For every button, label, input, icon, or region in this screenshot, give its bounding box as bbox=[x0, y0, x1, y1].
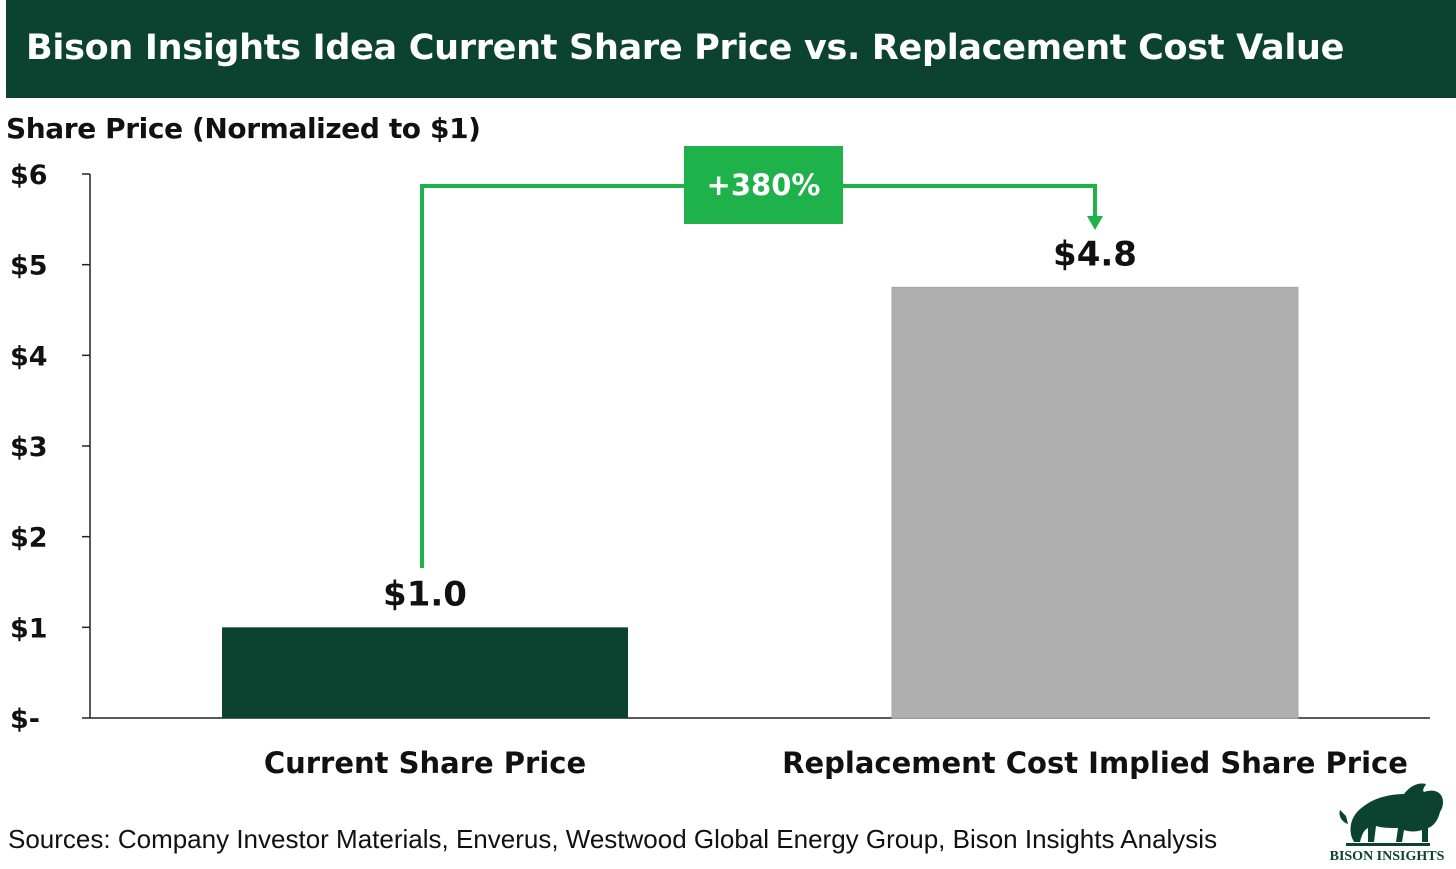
source-note: Sources: Company Investor Materials, Env… bbox=[8, 824, 1218, 854]
category-label: Current Share Price bbox=[264, 746, 586, 780]
data-label: $1.0 bbox=[383, 574, 467, 614]
growth-arrowhead bbox=[1087, 216, 1103, 230]
bar bbox=[222, 627, 628, 718]
logo-text: BISON INSIGHTS bbox=[1329, 849, 1445, 864]
bar bbox=[891, 286, 1299, 719]
bison-logo: BISON INSIGHTS bbox=[1318, 776, 1456, 869]
chart-title: Bison Insights Idea Current Share Price … bbox=[26, 28, 1345, 68]
y-tick-label: $3 bbox=[10, 432, 48, 463]
title-banner: Bison Insights Idea Current Share Price … bbox=[6, 0, 1456, 98]
y-tick-label: $- bbox=[10, 704, 40, 735]
y-tick-label: $5 bbox=[10, 251, 48, 282]
category-label: Replacement Cost Implied Share Price bbox=[782, 746, 1408, 780]
y-tick-label: $4 bbox=[10, 341, 48, 372]
bison-icon bbox=[1339, 783, 1443, 846]
y-tick-label: $6 bbox=[10, 160, 48, 191]
growth-callout-box bbox=[684, 146, 843, 224]
growth-callout-text: +380% bbox=[707, 168, 821, 202]
y-tick-label: $2 bbox=[10, 523, 48, 554]
y-tick-label: $1 bbox=[10, 613, 48, 644]
bar-chart: $- $1 $2 $3 $4 $5 $6 $1.0 Current Share Price $4.… bbox=[10, 146, 1430, 780]
y-axis-title: Share Price (Normalized to $1) bbox=[6, 112, 481, 145]
data-label: $4.8 bbox=[1053, 234, 1137, 274]
